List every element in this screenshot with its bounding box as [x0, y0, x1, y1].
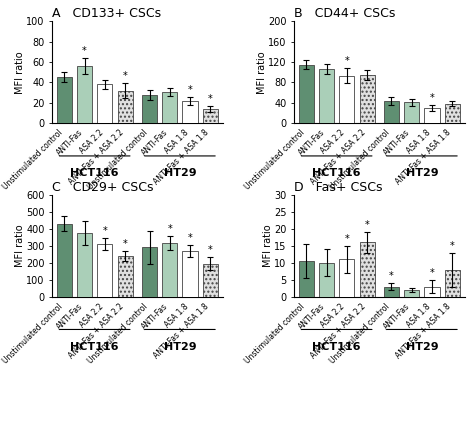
- Bar: [142, 95, 157, 123]
- Text: HCT116: HCT116: [312, 342, 361, 352]
- Bar: [142, 248, 157, 297]
- Y-axis label: MFI ratio: MFI ratio: [263, 224, 273, 267]
- Text: *: *: [102, 226, 107, 236]
- Text: *: *: [208, 94, 213, 104]
- Text: *: *: [123, 71, 128, 81]
- Bar: [319, 263, 334, 297]
- Text: *: *: [208, 245, 213, 255]
- Text: D   Fas+ CSCs: D Fas+ CSCs: [294, 181, 383, 194]
- Bar: [404, 102, 419, 123]
- Text: *: *: [167, 224, 172, 234]
- Text: *: *: [345, 234, 349, 244]
- Bar: [203, 264, 218, 297]
- Text: HCT116: HCT116: [71, 342, 119, 352]
- Bar: [118, 91, 133, 123]
- Y-axis label: MFI ratio: MFI ratio: [256, 51, 266, 94]
- Bar: [299, 261, 314, 297]
- Text: *: *: [188, 233, 192, 243]
- Text: *: *: [82, 46, 87, 56]
- Bar: [424, 287, 440, 297]
- Bar: [77, 66, 92, 123]
- Bar: [203, 109, 218, 123]
- Text: HCT116: HCT116: [312, 168, 361, 178]
- Text: HT29: HT29: [406, 342, 438, 352]
- Text: C   CD29+ CSCs: C CD29+ CSCs: [52, 181, 154, 194]
- Text: *: *: [430, 268, 435, 278]
- Bar: [57, 223, 72, 297]
- Bar: [384, 287, 399, 297]
- Y-axis label: MFI ratio: MFI ratio: [15, 51, 25, 94]
- Y-axis label: MFI ratio: MFI ratio: [15, 224, 25, 267]
- Bar: [162, 243, 177, 297]
- Text: HCT116: HCT116: [71, 168, 119, 178]
- Text: HT29: HT29: [164, 342, 196, 352]
- Text: *: *: [123, 239, 128, 249]
- Bar: [97, 244, 112, 297]
- Bar: [339, 259, 355, 297]
- Text: *: *: [188, 85, 192, 95]
- Bar: [162, 92, 177, 123]
- Text: HT29: HT29: [406, 168, 438, 178]
- Text: *: *: [450, 240, 455, 251]
- Bar: [118, 256, 133, 297]
- Bar: [77, 233, 92, 297]
- Bar: [57, 77, 72, 123]
- Bar: [182, 101, 198, 123]
- Bar: [97, 84, 112, 123]
- Bar: [319, 69, 334, 123]
- Bar: [424, 108, 440, 123]
- Text: *: *: [430, 93, 435, 103]
- Bar: [360, 243, 375, 297]
- Bar: [445, 104, 460, 123]
- Text: B   CD44+ CSCs: B CD44+ CSCs: [294, 7, 395, 20]
- Bar: [445, 270, 460, 297]
- Bar: [182, 251, 198, 297]
- Bar: [404, 290, 419, 297]
- Bar: [360, 75, 375, 123]
- Text: *: *: [389, 271, 394, 281]
- Text: *: *: [365, 220, 370, 230]
- Text: A   CD133+ CSCs: A CD133+ CSCs: [52, 7, 161, 20]
- Bar: [384, 101, 399, 123]
- Bar: [299, 64, 314, 123]
- Text: HT29: HT29: [164, 168, 196, 178]
- Bar: [339, 76, 355, 123]
- Text: *: *: [345, 56, 349, 66]
